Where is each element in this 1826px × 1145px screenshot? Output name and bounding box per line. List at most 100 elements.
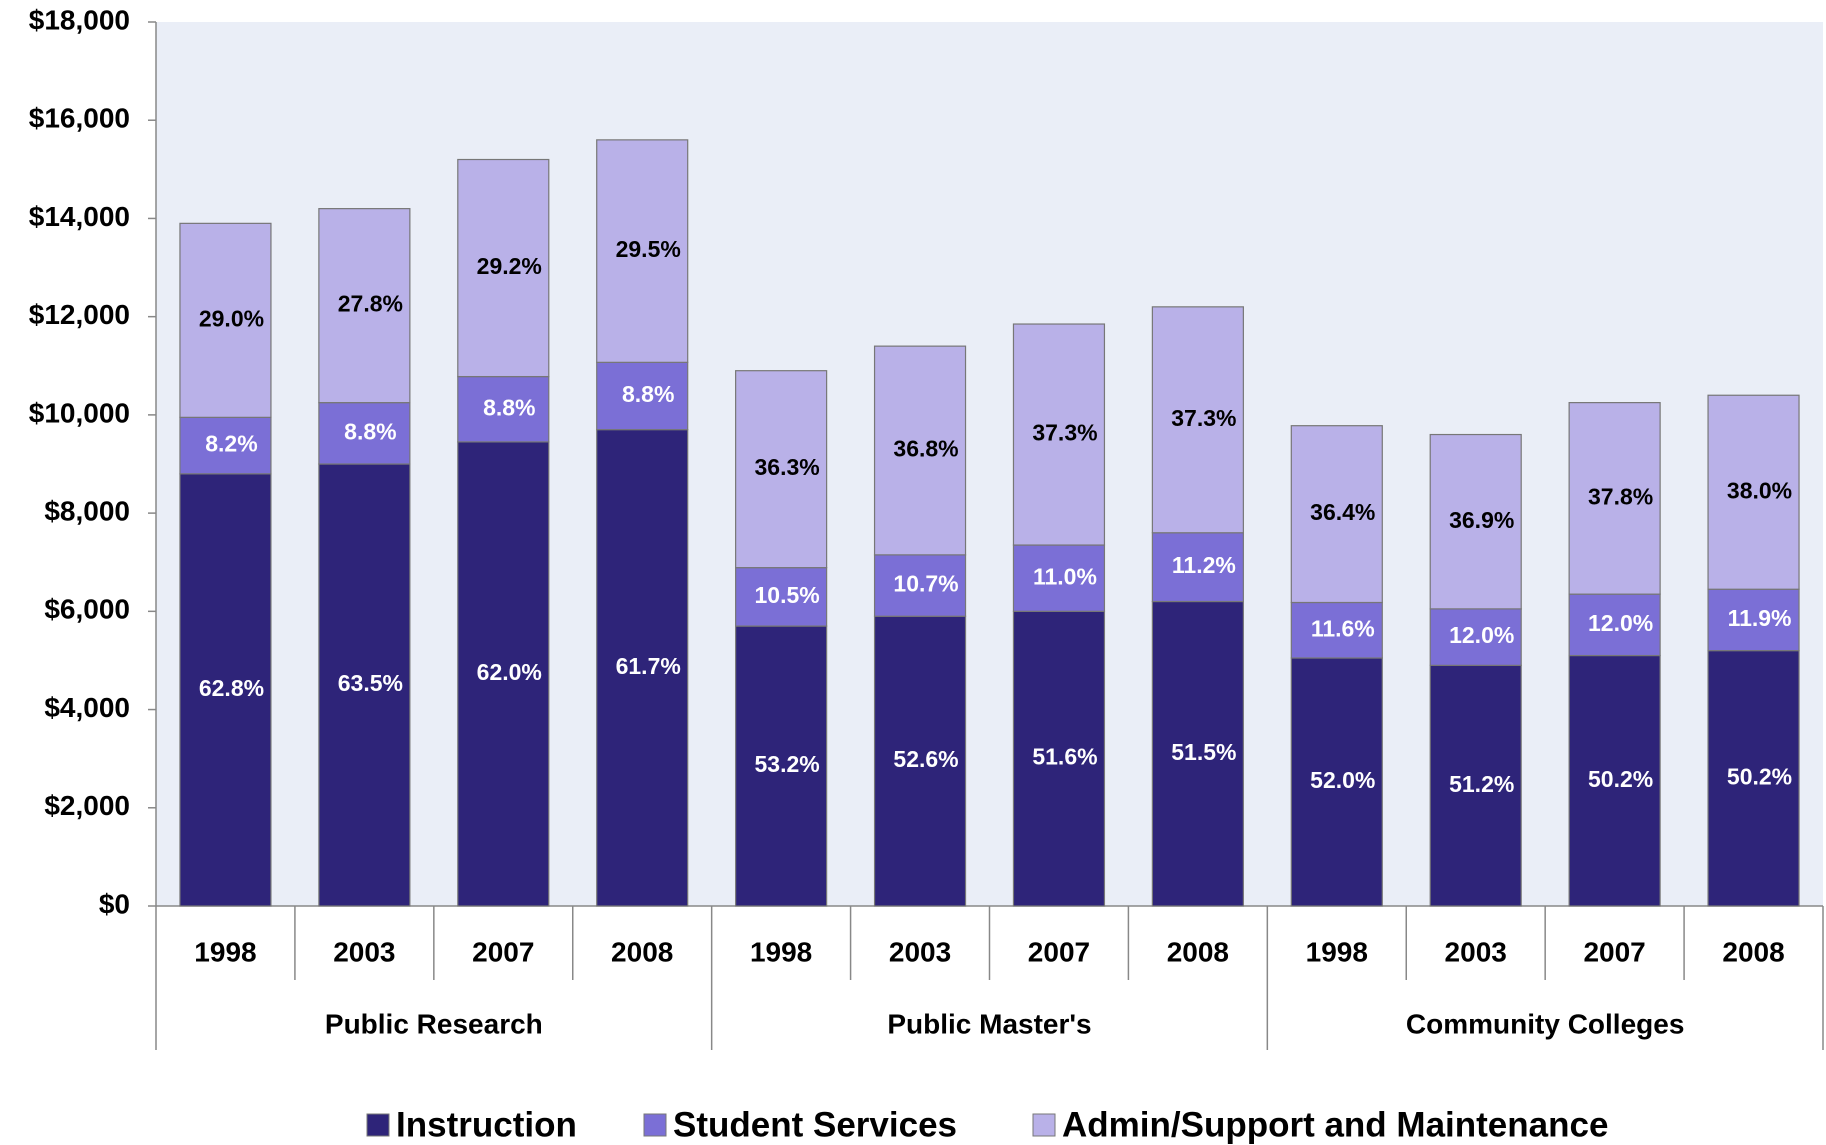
data-label: 52.6% [893,746,958,772]
legend-label: Instruction [396,1105,577,1144]
data-label: 11.0% [1033,563,1097,589]
bar-segment [457,158,550,378]
data-label: 51.2% [1449,771,1514,797]
data-label: 29.0% [199,305,264,331]
bar-segment [1429,664,1522,907]
data-label: 53.2% [755,751,820,777]
data-label: 8.8% [344,418,396,444]
bar-segment [873,615,967,907]
y-tick-label: $14,000 [29,201,130,232]
data-label: 36.8% [893,436,958,462]
plot-background [156,22,1823,906]
data-label: 38.0% [1727,477,1792,503]
data-label: 62.8% [199,675,264,701]
data-label: 36.3% [755,454,820,480]
legend-label: Student Services [673,1105,957,1144]
bar-segment [457,375,550,443]
data-label: 37.3% [1171,405,1236,431]
y-tick-label: $0 [99,888,130,919]
x-tick-label: 2008 [1722,936,1784,967]
data-label: 29.2% [477,253,542,279]
y-tick-label: $8,000 [44,496,130,527]
data-label: 8.8% [483,394,535,420]
x-tick-label: 1998 [194,936,256,967]
bar-segment [179,416,272,475]
x-tick-label: 1998 [1306,936,1368,967]
x-tick-label: 2007 [472,936,534,967]
bar-segment [179,473,272,907]
bar-segment [873,554,967,617]
y-tick-label: $12,000 [29,299,130,330]
legend-swatch [643,1113,667,1137]
data-label: 50.2% [1727,763,1792,789]
group-label: Community Colleges [1406,1008,1684,1039]
x-tick-label: 2008 [611,936,673,967]
data-label: 8.8% [622,381,674,407]
bar-segment [1568,654,1661,907]
data-label: 10.5% [755,582,820,608]
bar-segment [457,441,550,907]
bar-segment [1012,610,1106,907]
x-tick-label: 2008 [1167,936,1229,967]
bar-segment [735,625,828,907]
bar-segment [1707,394,1800,590]
bar-segment [1707,650,1800,907]
x-tick-label: 1998 [750,936,812,967]
data-label: 12.0% [1588,610,1653,636]
bar-segment [1012,323,1106,546]
y-tick-label: $10,000 [29,397,130,428]
bar-segment [318,402,411,465]
data-label: 37.8% [1588,483,1653,509]
y-tick-label: $18,000 [29,4,130,35]
data-label: 27.8% [338,291,403,317]
data-label: 51.6% [1032,744,1097,770]
bar-segment [735,567,828,627]
bar-segment [735,370,828,569]
data-label: 61.7% [616,653,681,679]
data-label: 11.2% [1172,552,1236,578]
bar-segment [1568,402,1661,595]
bar-segment [1151,600,1244,907]
bar-segment [873,345,967,556]
data-label: 10.7% [893,571,958,597]
bar-segment [596,361,689,431]
y-tick-label: $6,000 [44,594,130,625]
data-label: 37.3% [1032,420,1097,446]
y-tick-label: $4,000 [44,692,130,723]
bar-segment [1429,433,1522,610]
x-tick-label: 2007 [1028,936,1090,967]
y-tick-label: $2,000 [44,790,130,821]
x-tick-label: 2007 [1583,936,1645,967]
data-label: 36.4% [1310,499,1375,525]
data-label: 11.6% [1311,615,1375,641]
bar-segment [1429,608,1522,666]
bar-segment [1151,532,1244,603]
bar-segment [1568,593,1661,657]
data-label: 63.5% [338,670,403,696]
legend-swatch [366,1113,390,1137]
data-label: 36.9% [1449,507,1514,533]
group-label: Public Research [325,1008,543,1039]
legend-label: Admin/Support and Maintenance [1062,1105,1608,1144]
bar-segment [1290,425,1383,604]
data-label: 12.0% [1449,622,1514,648]
bar-segment [179,222,272,418]
y-tick-label: $16,000 [29,103,130,134]
data-label: 51.5% [1171,739,1236,765]
bar-segment [1151,306,1244,534]
bar-segment [596,139,689,363]
bar-segment [1707,588,1800,652]
x-tick-label: 2003 [333,936,395,967]
bar-segment [1290,601,1383,659]
bar-segment [596,429,689,907]
bar-segment [1290,657,1383,907]
data-label: 8.2% [205,431,257,457]
data-label: 11.9% [1728,605,1792,631]
legend-swatch [1032,1113,1056,1137]
data-label: 52.0% [1310,767,1375,793]
group-label: Public Master's [887,1008,1091,1039]
data-label: 29.5% [616,236,681,262]
bar-segment [318,208,411,404]
